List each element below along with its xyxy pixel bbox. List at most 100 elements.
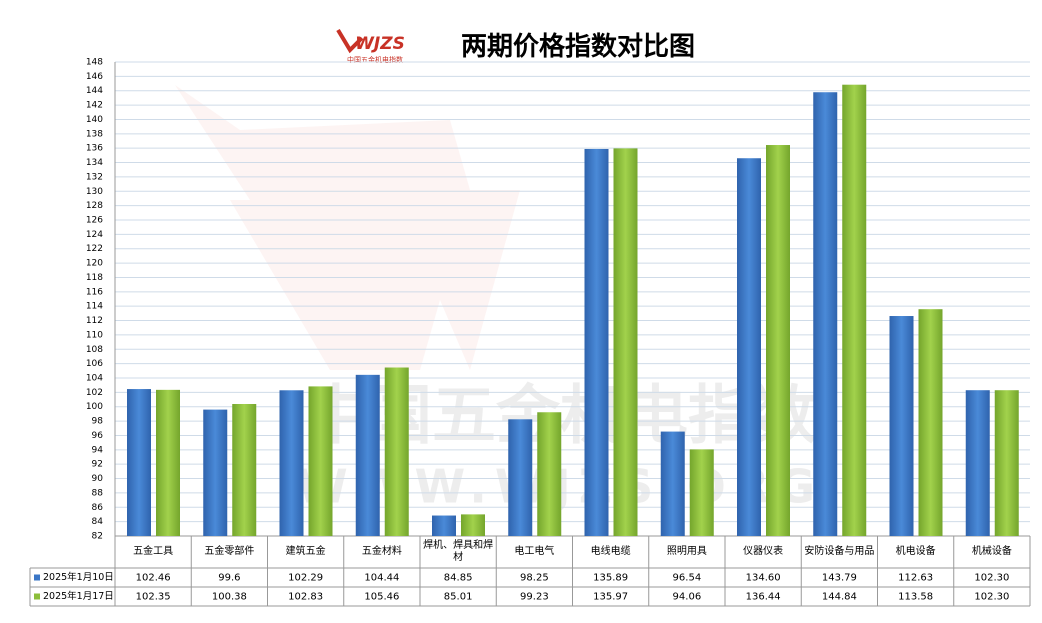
y-tick-label: 108 [86, 345, 103, 355]
x-tick-label-box: 仪器仪表 [743, 546, 784, 557]
x-tick-label: 机电设备 [895, 546, 936, 557]
y-tick-label: 102 [86, 388, 103, 398]
logo-arrow [336, 28, 364, 54]
bar [965, 390, 990, 536]
y-tick-label: 132 [86, 172, 103, 182]
y-tick-label: 120 [86, 259, 103, 269]
table-value: 102.30 [974, 573, 1009, 584]
y-tick-label: 134 [86, 158, 103, 168]
y-tick-label: 92 [92, 460, 103, 470]
legend-swatch [34, 593, 40, 600]
bar [613, 148, 638, 536]
y-tick-label: 86 [92, 503, 104, 513]
y-tick-label: 146 [86, 72, 103, 82]
x-tick-label: 电工电气 [514, 546, 555, 557]
y-tick-label: 96 [92, 431, 104, 441]
y-tick-label: 114 [86, 302, 103, 312]
x-tick-label: 机械设备 [971, 546, 1012, 557]
bar [584, 148, 609, 537]
table-value: 85.01 [444, 592, 473, 603]
legend-swatch [34, 574, 40, 581]
table-value: 94.06 [673, 592, 702, 603]
y-tick-label: 94 [92, 445, 104, 455]
x-tick-label-box: 机械设备 [971, 546, 1012, 557]
legend-label: 2025年1月17日 [43, 590, 114, 602]
x-tick-label: 仪器仪表 [743, 546, 784, 557]
y-tick-label: 124 [86, 230, 103, 240]
y-tick-label: 148 [86, 58, 103, 68]
table-value: 104.44 [364, 573, 399, 584]
bar [203, 409, 228, 536]
y-tick-label: 136 [86, 144, 103, 154]
bar [660, 431, 685, 536]
bar [737, 158, 761, 536]
y-tick-label: 110 [86, 330, 103, 340]
table-value: 102.46 [136, 573, 171, 584]
bar [508, 419, 533, 536]
x-tick-label-box: 五金材料 [361, 546, 402, 557]
table-value: 134.60 [746, 573, 781, 584]
y-tick-label: 84 [92, 517, 104, 527]
bar [355, 374, 380, 536]
bar [127, 389, 151, 536]
y-tick-label: 104 [86, 374, 103, 384]
bar [232, 403, 257, 536]
x-tick-label-box: 照明用具 [666, 546, 707, 557]
x-tick-label-box: 安防设备与用品 [804, 546, 875, 557]
table-value: 96.54 [673, 573, 702, 584]
legend-label: 2025年1月10日 [43, 571, 114, 583]
table-value: 100.38 [212, 592, 247, 603]
x-tick-label: 五金材料 [361, 546, 402, 557]
bar [766, 145, 790, 536]
bar [994, 390, 1019, 536]
table-value: 99.6 [218, 573, 240, 584]
y-tick-label: 128 [86, 201, 103, 211]
logo-caption: 中国五金机电指数 [347, 55, 403, 64]
table-value: 143.79 [822, 573, 857, 584]
y-tick-label: 100 [86, 402, 103, 412]
table-value: 102.29 [288, 573, 323, 584]
logo-mark: WJZS [355, 34, 405, 54]
y-tick-label: 130 [86, 187, 103, 197]
y-tick-label: 112 [86, 316, 103, 326]
table-value: 113.58 [898, 592, 933, 603]
bar [308, 386, 333, 536]
table-value: 105.46 [364, 592, 399, 603]
y-tick-label: 116 [86, 287, 103, 297]
y-tick-label: 90 [92, 474, 104, 484]
x-tick-label-box: 电线电缆 [591, 546, 631, 557]
y-tick-label: 106 [86, 359, 103, 369]
x-tick-label-box: 焊机、焊具和焊材 [423, 540, 494, 563]
x-tick-label-box: 建筑五金 [285, 546, 326, 557]
bar [842, 84, 867, 536]
bar [461, 514, 485, 536]
bar [537, 412, 562, 536]
y-tick-label: 142 [86, 101, 103, 111]
y-tick-label: 126 [86, 216, 103, 226]
x-tick-label: 安防设备与用品 [804, 546, 875, 557]
y-tick-label: 118 [86, 273, 103, 283]
x-tick-label: 焊机、焊具和焊材 [423, 540, 494, 563]
y-tick-label: 140 [86, 115, 103, 125]
table-value: 112.63 [898, 573, 933, 584]
table-value: 102.83 [288, 592, 323, 603]
x-tick-label: 五金零部件 [204, 546, 255, 557]
bar [889, 316, 914, 536]
x-tick-label-box: 五金工具 [133, 546, 174, 557]
x-tick-label: 照明用具 [666, 546, 707, 557]
x-tick-label: 五金工具 [133, 546, 174, 557]
table-value: 135.97 [593, 592, 628, 603]
y-tick-label: 82 [92, 532, 103, 542]
table-value: 144.84 [822, 592, 857, 603]
chart-title: 两期价格指数对比图 [461, 31, 695, 62]
table-value: 102.30 [974, 592, 1009, 603]
table-value: 99.23 [520, 592, 549, 603]
bar [279, 390, 304, 536]
bar [156, 389, 180, 536]
x-tick-label-box: 机电设备 [895, 546, 936, 557]
x-tick-label-box: 电工电气 [514, 546, 555, 557]
y-tick-label: 144 [86, 86, 103, 96]
watermark-arrow [175, 85, 520, 370]
x-tick-label: 建筑五金 [285, 546, 326, 557]
